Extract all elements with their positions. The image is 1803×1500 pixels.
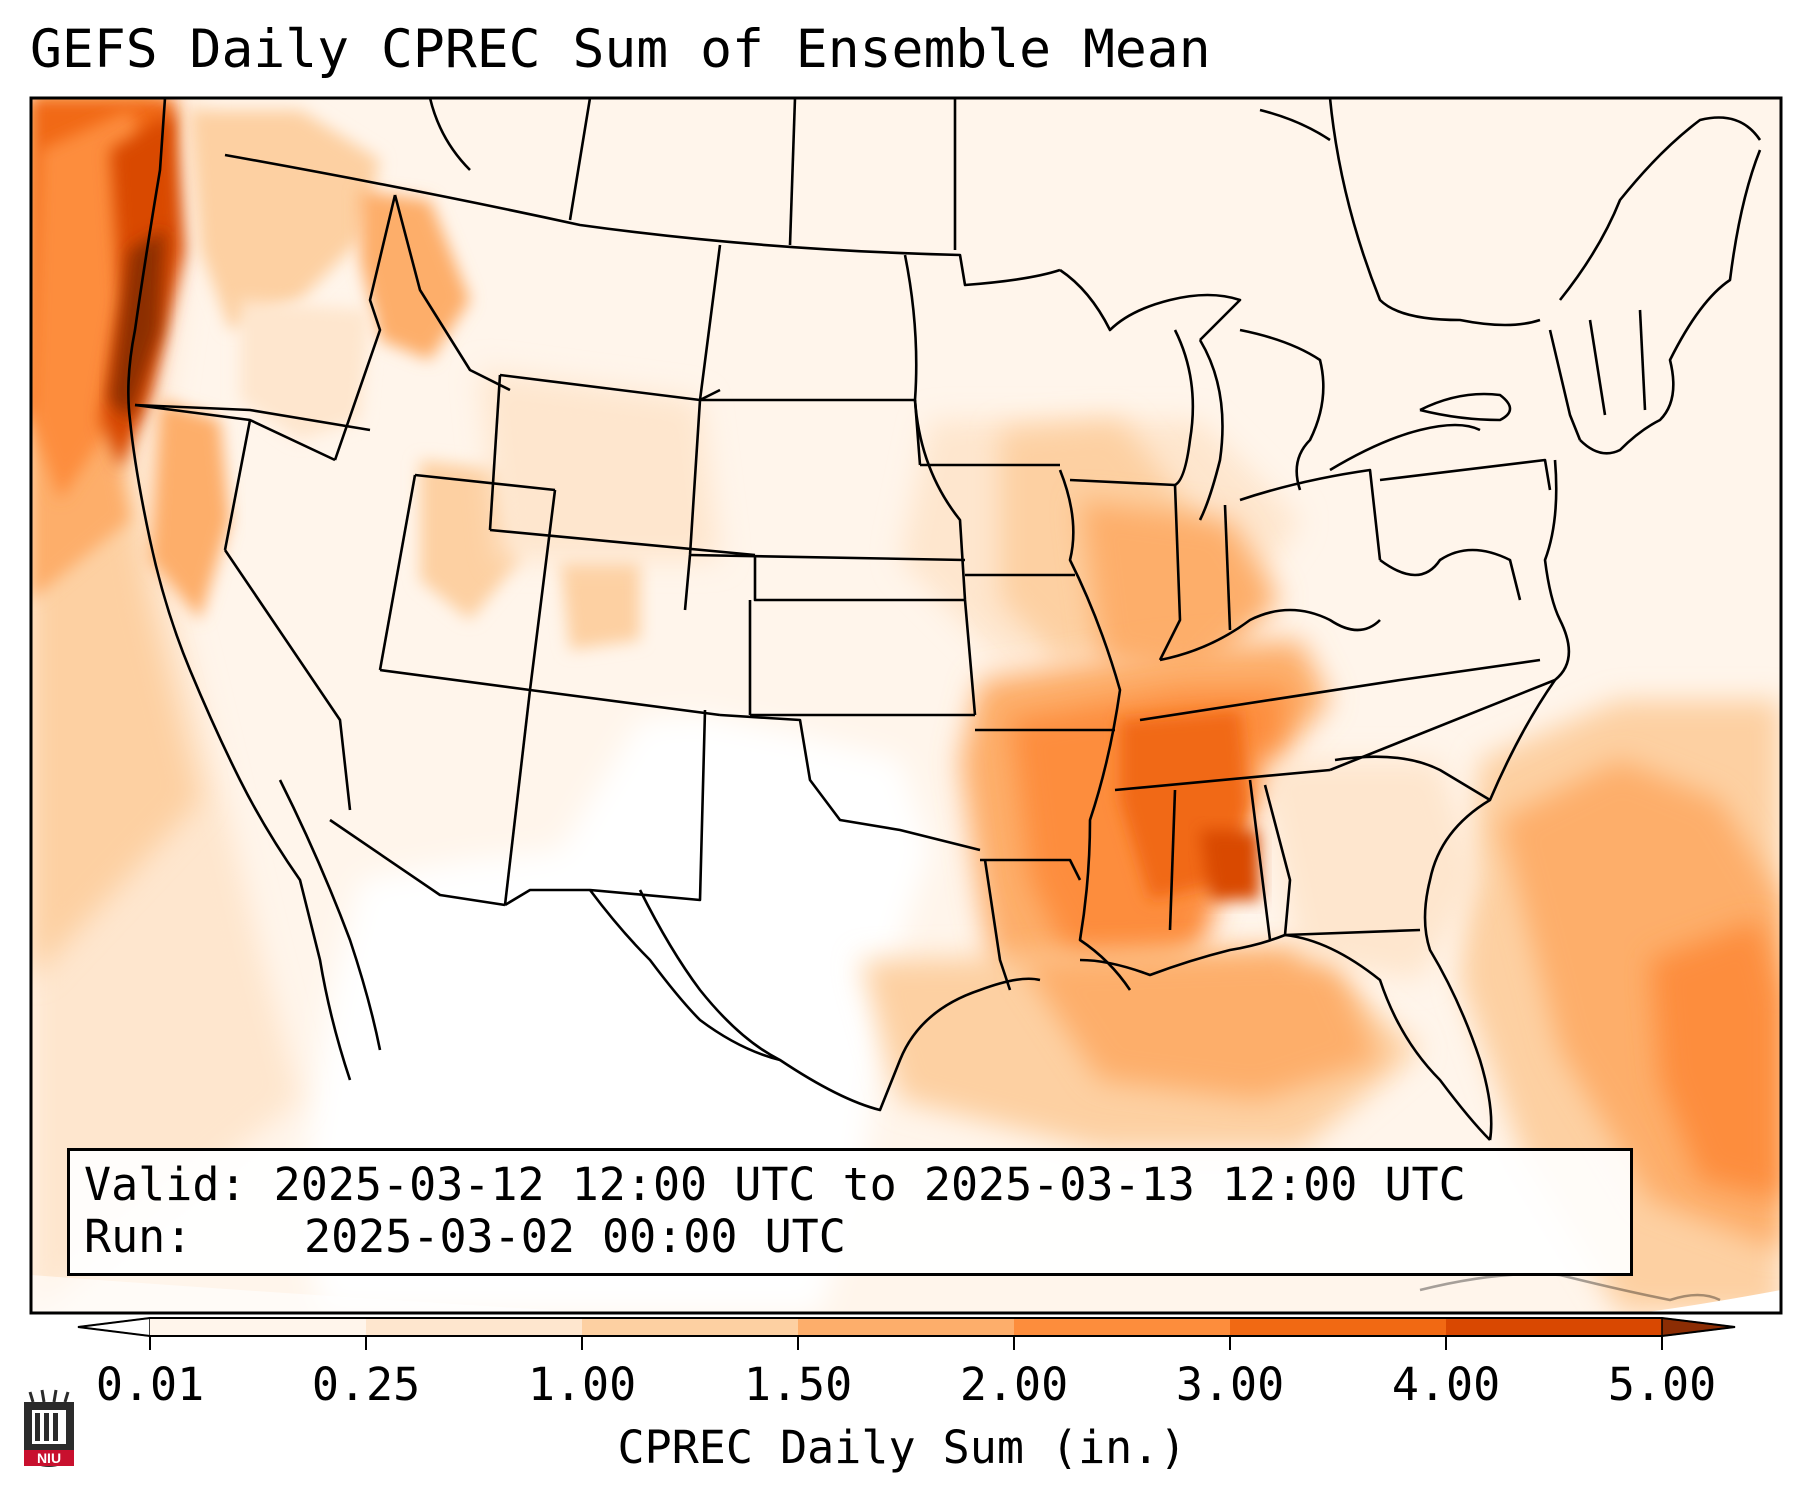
valid-value: 2025-03-12 12:00 UTC to 2025-03-13 12:00… — [273, 1158, 1466, 1211]
colorbar-label: CPREC Daily Sum (in.) — [617, 1421, 1187, 1474]
colorbar-over-extend — [1661, 1317, 1736, 1337]
niu-logo-icon: NIU — [24, 1389, 74, 1467]
colorbar-under-extend — [77, 1317, 151, 1337]
run-value: 2025-03-02 00:00 UTC — [304, 1210, 846, 1263]
colorbar-segment — [798, 1318, 1015, 1336]
colorbar-tick-label: 0.01 — [95, 1358, 205, 1411]
state-boundaries — [127, 98, 1762, 1302]
colorbar-tick-label: 1.00 — [527, 1358, 637, 1411]
colorbar-segment — [150, 1318, 367, 1336]
colorbar-segment — [1446, 1318, 1663, 1336]
map-title: GEFS Daily CPREC Sum of Ensemble Mean — [30, 19, 1211, 80]
run-label: Run: — [84, 1210, 193, 1263]
map-frame — [29, 96, 1783, 1315]
colorbar-segment — [582, 1318, 799, 1336]
precip-field — [31, 98, 1781, 1313]
info-box: Valid: 2025-03-12 12:00 UTC to 2025-03-1… — [67, 1148, 1633, 1276]
colorbar-segment — [1230, 1318, 1447, 1336]
colorbar-segment — [1014, 1318, 1231, 1336]
valid-line: Valid: 2025-03-12 12:00 UTC to 2025-03-1… — [84, 1159, 1466, 1211]
run-line: Run: 2025-03-02 00:00 UTC — [84, 1210, 846, 1263]
colorbar-tick-label: 1.50 — [743, 1358, 853, 1411]
colorbar — [77, 1317, 1736, 1350]
niu-logo-text: NIU — [37, 1450, 61, 1466]
colorbar-segment — [366, 1318, 583, 1336]
colorbar-tick-label: 0.25 — [311, 1358, 421, 1411]
colorbar-tick-label: 2.00 — [959, 1358, 1069, 1411]
valid-label: Valid: — [84, 1158, 247, 1211]
colorbar-tick-label: 5.00 — [1607, 1358, 1717, 1411]
colorbar-tick-label: 3.00 — [1175, 1358, 1285, 1411]
colorbar-tick-label: 4.00 — [1391, 1358, 1501, 1411]
